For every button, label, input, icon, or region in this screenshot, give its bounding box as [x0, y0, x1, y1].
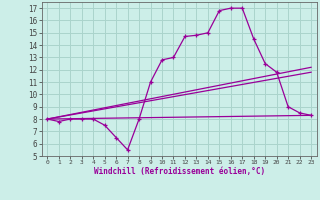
- X-axis label: Windchill (Refroidissement éolien,°C): Windchill (Refroidissement éolien,°C): [94, 167, 265, 176]
